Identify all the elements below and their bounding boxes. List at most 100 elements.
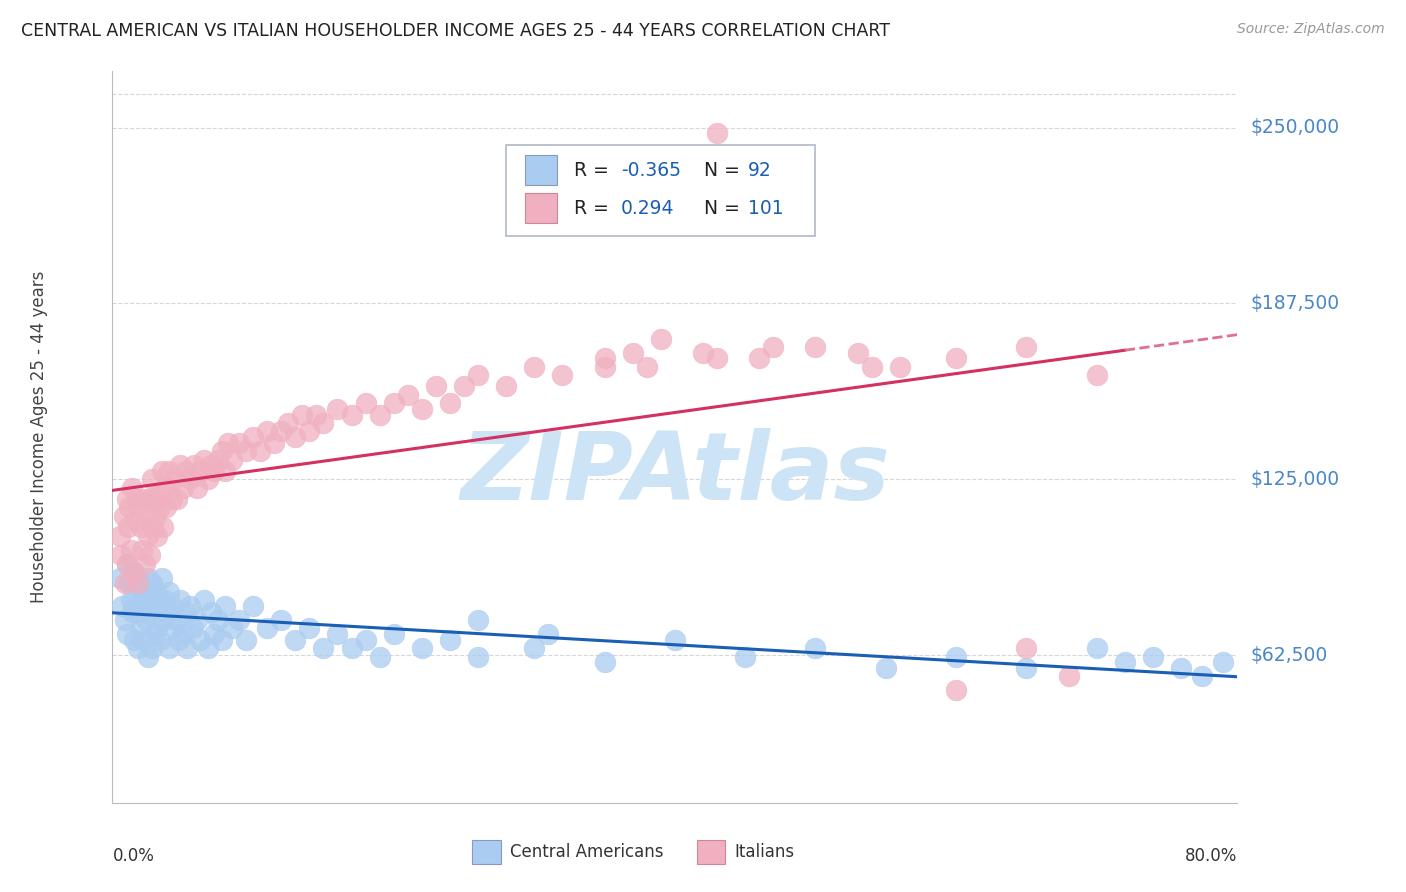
Point (221, 621, 243, 635)
Point (762, 340, 785, 354)
FancyBboxPatch shape (506, 145, 815, 235)
Text: 0.294: 0.294 (621, 199, 675, 218)
Point (169, 593, 191, 607)
Point (149, 500, 172, 515)
Point (146, 528, 169, 542)
Point (121, 481, 143, 495)
Point (127, 641, 149, 656)
Point (110, 548, 132, 562)
Point (235, 444, 257, 458)
Point (114, 613, 136, 627)
Point (382, 396, 405, 410)
Point (256, 621, 278, 635)
Point (150, 464, 173, 478)
Point (270, 425, 292, 439)
Point (117, 520, 139, 534)
Point (114, 576, 136, 591)
Point (593, 655, 616, 669)
Point (551, 368, 574, 383)
Point (129, 520, 152, 534)
Point (312, 416, 335, 430)
Point (284, 632, 307, 647)
Point (211, 632, 233, 647)
Point (193, 593, 215, 607)
Point (122, 565, 145, 579)
Point (131, 584, 153, 599)
Text: Householder Income Ages 25 - 44 years: Householder Income Ages 25 - 44 years (31, 271, 48, 603)
Point (221, 452, 243, 467)
Point (1170, 661, 1192, 675)
Point (354, 632, 377, 647)
Text: 92: 92 (748, 161, 772, 179)
Point (155, 605, 177, 619)
Point (523, 641, 546, 656)
Point (1085, 368, 1108, 383)
Point (149, 632, 172, 647)
Text: 0.0%: 0.0% (112, 847, 155, 864)
Text: $250,000: $250,000 (1251, 118, 1340, 137)
Point (193, 452, 215, 467)
Point (523, 359, 546, 374)
Point (174, 464, 197, 478)
FancyBboxPatch shape (526, 193, 557, 224)
Point (846, 345, 869, 359)
Point (197, 472, 219, 486)
Point (197, 641, 219, 656)
Point (108, 571, 131, 585)
Text: Source: ZipAtlas.com: Source: ZipAtlas.com (1237, 22, 1385, 37)
Point (145, 584, 167, 599)
Point (181, 621, 204, 635)
Point (186, 481, 208, 495)
Point (122, 632, 145, 647)
Point (160, 491, 183, 506)
Point (467, 368, 489, 383)
Point (138, 584, 160, 599)
Text: CENTRAL AMERICAN VS ITALIAN HOUSEHOLDER INCOME AGES 25 - 44 YEARS CORRELATION CH: CENTRAL AMERICAN VS ITALIAN HOUSEHOLDER … (21, 22, 890, 40)
Point (467, 649, 489, 664)
Point (664, 632, 686, 647)
Point (139, 599, 162, 613)
Point (284, 430, 307, 444)
Point (1191, 669, 1213, 683)
Point (396, 388, 419, 402)
Text: Italians: Italians (734, 843, 794, 861)
Point (157, 464, 180, 478)
Point (125, 605, 148, 619)
Point (495, 379, 517, 393)
Point (1015, 661, 1038, 675)
Point (200, 458, 222, 473)
Text: -0.365: -0.365 (621, 161, 681, 179)
Text: N =: N = (692, 161, 745, 179)
Point (277, 416, 299, 430)
Point (129, 576, 152, 591)
Point (174, 605, 197, 619)
Point (1015, 641, 1038, 656)
Text: R =: R = (574, 161, 614, 179)
Point (340, 408, 363, 422)
Point (122, 565, 145, 579)
Point (124, 584, 146, 599)
Point (169, 458, 191, 473)
Point (312, 641, 335, 656)
Point (135, 613, 157, 627)
Point (112, 508, 135, 523)
Point (125, 491, 148, 506)
Point (136, 528, 159, 542)
Point (132, 632, 155, 647)
Text: $187,500: $187,500 (1251, 294, 1340, 313)
FancyBboxPatch shape (697, 840, 725, 863)
Point (124, 515, 146, 529)
Point (115, 557, 138, 571)
Text: $62,500: $62,500 (1251, 646, 1329, 665)
Point (172, 627, 194, 641)
Point (153, 481, 176, 495)
Point (411, 401, 433, 416)
Point (179, 472, 201, 486)
Point (242, 430, 264, 444)
Point (120, 593, 142, 607)
Point (152, 520, 174, 534)
Point (593, 351, 616, 366)
Point (132, 491, 155, 506)
Point (118, 576, 141, 591)
Point (621, 345, 644, 359)
